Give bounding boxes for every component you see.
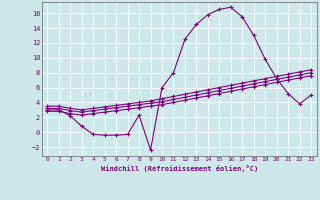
X-axis label: Windchill (Refroidissement éolien,°C): Windchill (Refroidissement éolien,°C) bbox=[100, 165, 258, 172]
